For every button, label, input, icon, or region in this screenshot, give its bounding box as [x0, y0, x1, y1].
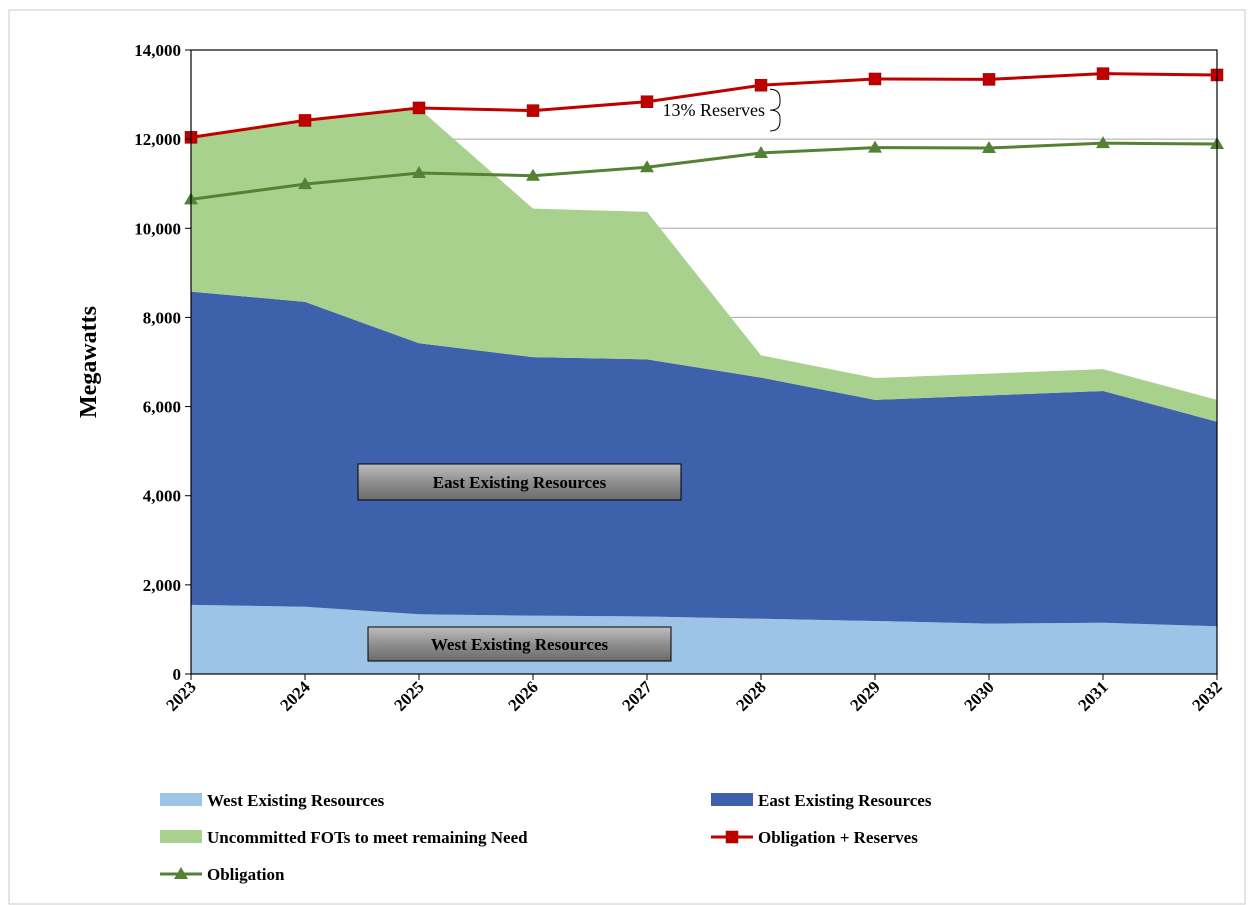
- y-tick-label-12,000: 12,000: [134, 130, 181, 149]
- legend-swatch-1: [711, 793, 753, 806]
- line-1-point-2028: [754, 145, 768, 158]
- x-tick-label-2028: 2028: [732, 677, 769, 714]
- y-tick-label-8,000: 8,000: [143, 308, 181, 327]
- legend-label-0: West Existing Resources: [207, 791, 385, 810]
- reserves-brace: [769, 88, 781, 132]
- east-annotation-label: East Existing Resources: [433, 473, 607, 492]
- legend-label-1: East Existing Resources: [758, 791, 932, 810]
- legend-label-2: Uncommitted FOTs to meet remaining Need: [207, 828, 528, 847]
- x-tick-label-2031: 2031: [1074, 677, 1111, 714]
- y-tick-label-10,000: 10,000: [134, 219, 181, 238]
- y-tick-label-0: 0: [173, 665, 182, 684]
- chart-frame: [8, 9, 1246, 905]
- line-0-point-2025: [412, 101, 426, 115]
- x-tick-label-2024: 2024: [276, 677, 314, 715]
- line-0-point-2029: [868, 72, 882, 86]
- y-tick-label-6,000: 6,000: [143, 398, 181, 417]
- line-0-point-2026: [526, 104, 540, 117]
- legend-marker-4: [174, 867, 188, 879]
- x-tick-label-2023: 2023: [162, 677, 199, 714]
- x-tick-label-2030: 2030: [960, 677, 997, 714]
- line-1-point-2025: [412, 166, 426, 179]
- line-1-point-2027: [640, 160, 654, 173]
- area-1: [191, 291, 1217, 627]
- line-0-point-2028: [754, 78, 768, 92]
- line-0-point-2030: [982, 73, 996, 86]
- legend-swatch-0: [160, 793, 202, 806]
- x-tick-label-2025: 2025: [390, 677, 427, 714]
- x-tick-label-2032: 2032: [1188, 677, 1225, 714]
- legend: West Existing Resources East Existing Res…: [160, 791, 932, 884]
- line-0: [190, 72, 1218, 139]
- west-annotation-box: [367, 626, 672, 662]
- line-1-point-2029: [868, 140, 882, 153]
- line-1-point-2031: [1096, 136, 1110, 149]
- annotations: 13% Reserves East Existing Resources West …: [357, 88, 781, 662]
- line-series: [184, 67, 1224, 205]
- line-0-point-2027: [640, 95, 654, 108]
- x-tick-label-2026: 2026: [504, 677, 541, 714]
- legend-label-4: Obligation: [207, 865, 285, 884]
- legend-swatch-2: [160, 830, 202, 843]
- y-tick-label-2,000: 2,000: [143, 576, 181, 595]
- line-1: [190, 141, 1218, 201]
- x-tick-label-2027: 2027: [618, 677, 656, 715]
- area-series: [191, 108, 1217, 674]
- y-tick-label-4,000: 4,000: [143, 487, 181, 506]
- line-1-point-2026: [526, 168, 540, 181]
- y-axis-label: Megawatts: [76, 306, 102, 418]
- legend-marker-3: [725, 830, 739, 844]
- x-tick-label-2029: 2029: [846, 677, 883, 714]
- line-1-point-2030: [982, 141, 996, 154]
- west-annotation-label: West Existing Resources: [431, 635, 609, 654]
- y-tick-label-14,000: 14,000: [134, 41, 181, 60]
- reserves-label: 13% Reserves: [663, 100, 765, 120]
- east-annotation-box: [357, 463, 682, 501]
- plot-border: [190, 49, 1218, 675]
- line-0-point-2031: [1096, 67, 1110, 80]
- area-2: [191, 108, 1217, 422]
- line-1-point-2024: [298, 177, 312, 190]
- line-0-point-2024: [298, 114, 312, 127]
- legend-label-3: Obligation + Reserves: [758, 828, 918, 847]
